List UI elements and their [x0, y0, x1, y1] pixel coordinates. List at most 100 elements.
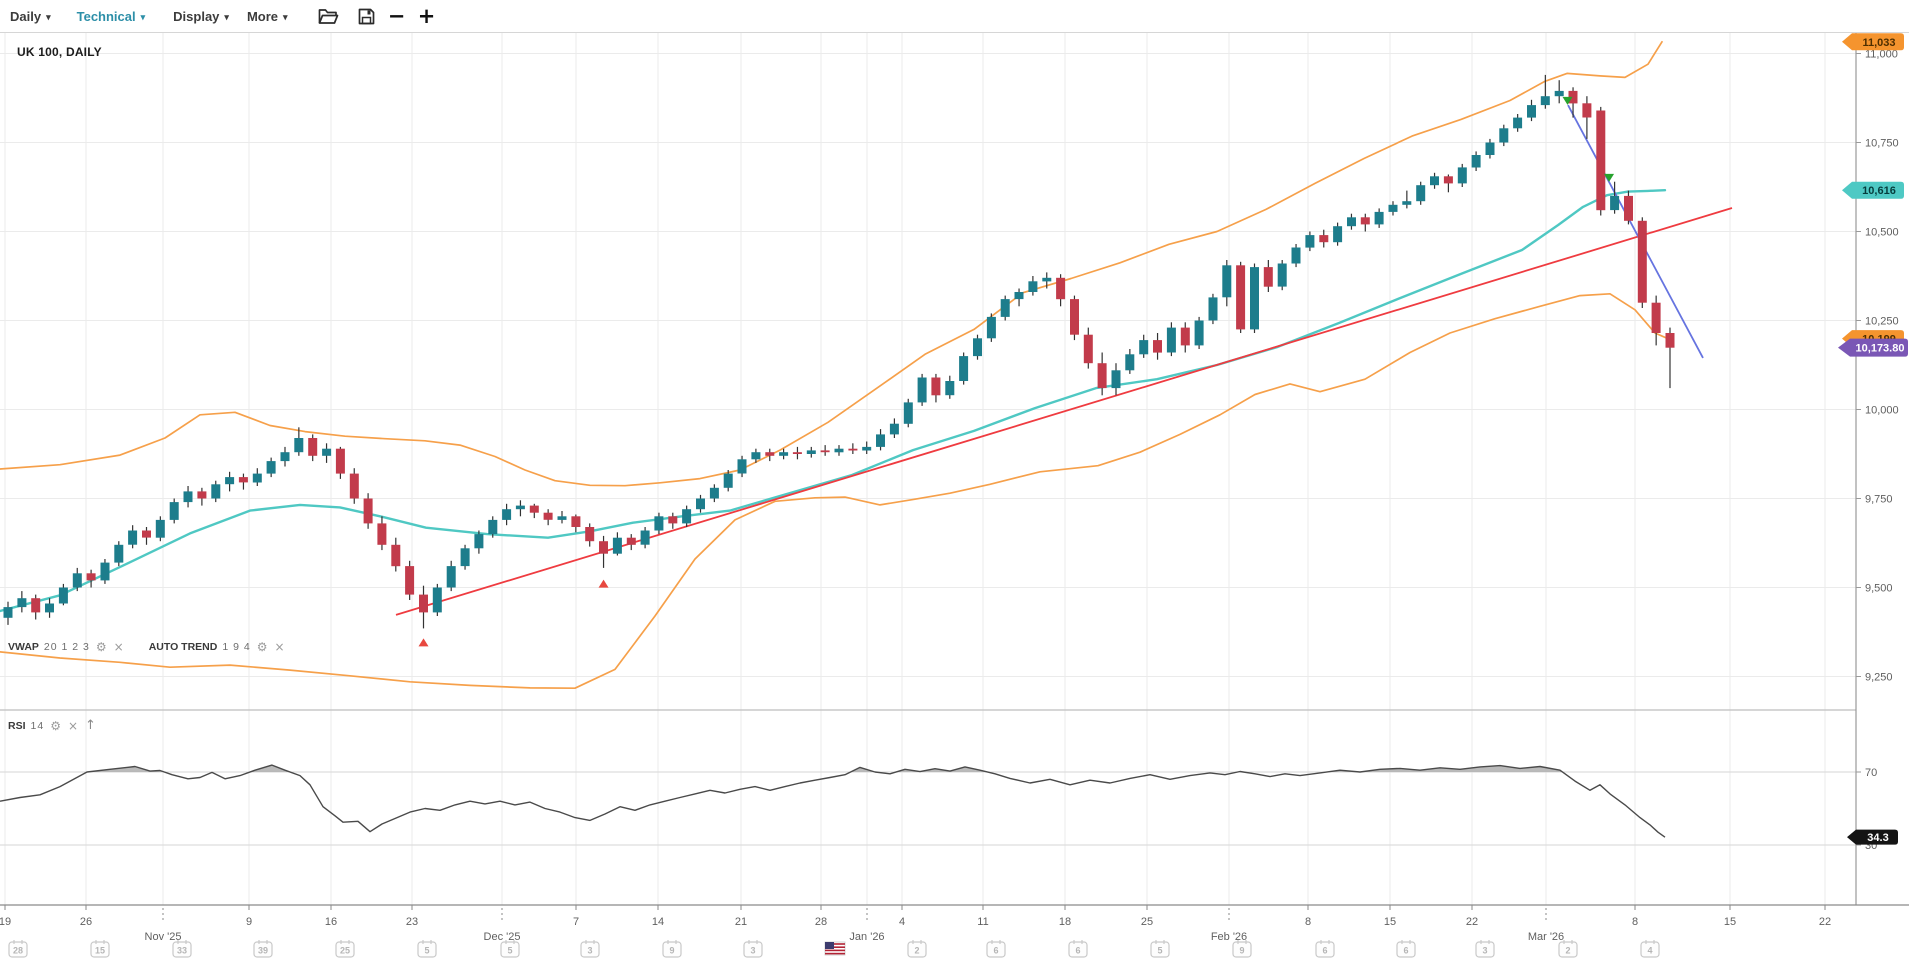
vwap-indicator-label: VWAP	[8, 641, 39, 653]
rsi-settings-icon[interactable]: ⚙	[50, 719, 61, 733]
vwap-line	[0, 188, 1667, 613]
candle-up	[114, 544, 124, 563]
candle-up	[515, 505, 525, 510]
vwap-lower-band-line	[0, 292, 1669, 690]
more-menu[interactable]: More ▾	[247, 9, 288, 24]
candle-up	[682, 509, 692, 524]
time-axis-label: 15	[1724, 916, 1736, 928]
calendar-event-icon[interactable]	[743, 941, 763, 958]
rsi-remove-icon[interactable]: ×	[67, 719, 79, 733]
candle-up	[1388, 204, 1398, 212]
calendar-event-icon[interactable]	[8, 941, 28, 958]
calendar-event-icon[interactable]	[1396, 941, 1416, 958]
zoom-in-button[interactable]: +	[417, 4, 436, 28]
calendar-event-icon[interactable]	[580, 941, 600, 958]
vwap-settings-icon[interactable]: ⚙	[95, 640, 107, 654]
candle-up	[1430, 176, 1439, 186]
auto-trend-remove-icon[interactable]: ×	[274, 640, 285, 654]
auto-trend-settings-icon[interactable]: ⚙	[256, 640, 268, 654]
candle-up	[45, 603, 54, 613]
save-chart-button[interactable]	[358, 4, 375, 28]
auto-trend-indicator-label: AUTO TREND	[148, 641, 218, 653]
technical-menu[interactable]: Technical ▾	[77, 9, 146, 24]
candle-up	[3, 607, 13, 618]
symbol-label: UK 100, DAILY	[17, 45, 102, 59]
sell-signal-icon	[1604, 173, 1615, 182]
calendar-event-icon[interactable]	[907, 941, 927, 958]
month-marker-dot	[1228, 908, 1230, 910]
open-chart-button[interactable]	[318, 4, 339, 28]
calendar-event-icon[interactable]	[1232, 941, 1252, 958]
time-axis-drag-area[interactable]	[0, 905, 1909, 964]
calendar-event-count: 2	[914, 946, 919, 956]
chart-plot-area[interactable]	[0, 33, 1856, 905]
candle-down	[419, 594, 428, 613]
candle-up	[889, 423, 899, 435]
candle-up	[460, 548, 470, 567]
price-chart-canvas[interactable]: 11,000 10,750 10,500 10,250 10,000 9,750 9,500…	[0, 33, 1909, 964]
month-label: Nov '25	[145, 931, 182, 943]
calendar-event-icon[interactable]	[662, 941, 682, 958]
vwap-remove-icon[interactable]: ×	[113, 640, 124, 654]
candle-up	[1277, 263, 1287, 287]
calendar-event-icon[interactable]	[253, 941, 273, 958]
candle-up	[779, 452, 789, 456]
rsi-move-pane-up-icon[interactable]: ↑	[85, 718, 96, 733]
candle-up	[169, 502, 179, 520]
candle-down	[197, 491, 207, 499]
calendar-event-icon[interactable]	[1558, 941, 1578, 958]
auto-trend-down-line	[1567, 104, 1704, 359]
price-axis-drag-area[interactable]	[1856, 33, 1909, 905]
candle-up	[1499, 128, 1509, 143]
month-marker-dot	[866, 918, 868, 920]
calendar-event-icon[interactable]	[90, 941, 110, 958]
calendar-event-icon[interactable]	[1150, 941, 1170, 958]
candle-up	[1028, 281, 1038, 292]
candle-up	[1194, 320, 1204, 346]
calendar-event-icon[interactable]	[1475, 941, 1495, 958]
us-flag-stripe	[825, 946, 845, 948]
calendar-event-icon[interactable]	[1315, 941, 1335, 958]
calendar-event-icon[interactable]	[986, 941, 1006, 958]
candle-up	[640, 530, 650, 545]
candle-down	[1180, 327, 1190, 346]
calendar-event-icon[interactable]	[1640, 941, 1660, 958]
candle-up	[1014, 292, 1024, 300]
time-axis-label: 19	[0, 916, 11, 928]
calendar-event-icon[interactable]	[417, 941, 437, 958]
candle-up	[432, 587, 442, 613]
candle-up	[58, 587, 68, 604]
timeframe-dropdown[interactable]: Daily ▾	[10, 9, 51, 24]
calendar-event-icon[interactable]	[172, 941, 192, 958]
calendar-event-icon[interactable]	[500, 941, 520, 958]
time-axis-label: 22	[1466, 916, 1478, 928]
time-axis-label: 15	[1384, 916, 1396, 928]
candle-down	[1360, 217, 1370, 225]
upper-band-badge	[1842, 33, 1904, 51]
calendar-event-count: 6	[993, 946, 998, 956]
display-menu[interactable]: Display ▾	[173, 9, 229, 24]
candle-down	[820, 450, 830, 453]
calendar-event-icon[interactable]	[335, 941, 355, 958]
price-axis-label: 9,250	[1865, 672, 1893, 684]
price-axis-label: 10,500	[1865, 227, 1899, 239]
vwap-indicator-params: 20 1 2 3	[43, 641, 90, 653]
time-axis-label: 16	[325, 916, 337, 928]
auto-trend-indicator-params: 1 9 4	[222, 641, 251, 653]
rsi-overbought-fill	[250, 765, 290, 772]
candle-down	[308, 438, 318, 456]
rsi-value-badge	[1847, 829, 1898, 845]
upper-band-badge-label: 11,033	[1862, 37, 1895, 49]
calendar-event-count: 25	[340, 946, 350, 956]
zoom-out-button[interactable]: −	[387, 4, 406, 28]
candle-down	[363, 498, 373, 524]
price-axis-label: 10,000	[1865, 405, 1899, 417]
candle-up	[1527, 105, 1536, 118]
candle-up	[1222, 265, 1232, 298]
calendar-event-count: 3	[1482, 946, 1487, 956]
calendar-event-icon[interactable]	[1068, 941, 1088, 958]
candle-down	[543, 512, 553, 520]
chevron-down-icon: ▾	[283, 11, 288, 22]
candle-up	[723, 473, 733, 488]
candle-up	[211, 484, 221, 499]
